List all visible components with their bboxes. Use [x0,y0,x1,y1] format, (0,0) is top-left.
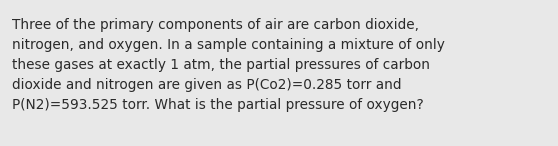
Text: Three of the primary components of air are carbon dioxide,
nitrogen, and oxygen.: Three of the primary components of air a… [12,18,445,112]
